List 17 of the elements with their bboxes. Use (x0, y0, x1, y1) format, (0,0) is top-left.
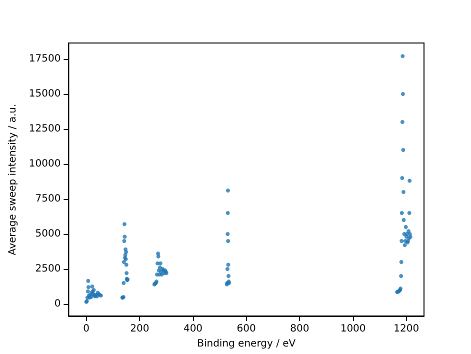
y-axis-title: Average sweep intensity / a.u. (8, 104, 18, 256)
x-tick-label: 400 (183, 324, 203, 334)
x-axis-title: Binding energy / eV (197, 338, 296, 350)
y-tick-label: 15000 (28, 88, 61, 100)
y-tick-label: 5000 (35, 228, 61, 240)
x-tick-label: 600 (236, 324, 256, 334)
x-tick-label: 200 (130, 324, 150, 334)
x-tick-label: 800 (290, 324, 310, 334)
y-tick-label: 10000 (28, 158, 61, 170)
x-tick-label: 1000 (340, 324, 366, 334)
y-tick-label: 12500 (28, 123, 61, 134)
x-tick-label: 1200 (394, 324, 420, 334)
y-tick-label: 17500 (28, 53, 61, 64)
x-tick-label: 0 (83, 324, 90, 334)
y-tick-label: 2500 (35, 263, 61, 274)
y-tick-label: 0 (54, 298, 61, 310)
y-tick-label: 7500 (35, 193, 61, 204)
